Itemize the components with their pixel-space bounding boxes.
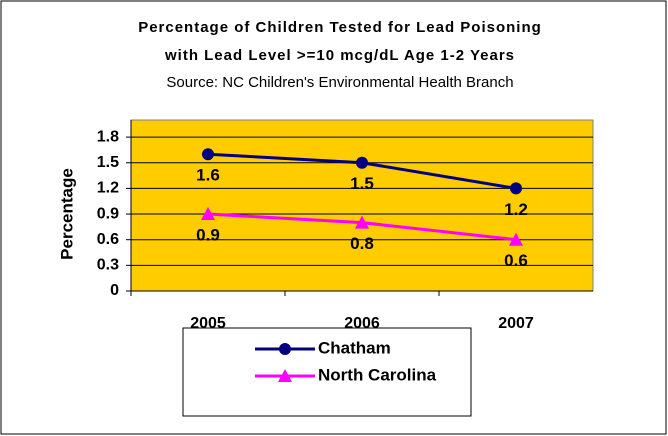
data-point: [510, 182, 522, 195]
x-tick-label: 2007: [498, 315, 534, 332]
legend-label: North Carolina: [318, 365, 437, 384]
data-point: [202, 148, 214, 161]
y-tick-label: 1.2: [97, 180, 119, 197]
y-tick-label: 1.8: [97, 128, 119, 145]
x-tick-label: 2006: [344, 315, 380, 332]
chart-title: Percentage of Children Tested for Lead P…: [138, 19, 542, 36]
chart-title: with Lead Level >=10 mcg/dL Age 1-2 Year…: [164, 47, 515, 64]
data-point: [201, 207, 215, 221]
y-tick-label: 1.5: [97, 154, 119, 171]
chart-subtitle: Source: NC Children's Environmental Heal…: [166, 74, 513, 91]
data-label: 1.6: [196, 166, 220, 185]
y-tick-label: 0.3: [97, 257, 119, 274]
legend-marker: [278, 369, 292, 382]
x-tick-label: 2005: [190, 315, 226, 332]
data-label: 1.5: [350, 174, 374, 193]
data-point: [509, 232, 523, 246]
data-label: 0.6: [504, 251, 528, 270]
y-tick-label: 0: [110, 282, 119, 299]
data-point: [355, 215, 369, 229]
y-axis-label: Percentage: [57, 168, 76, 260]
data-label: 0.9: [196, 226, 220, 245]
y-tick-label: 0.9: [97, 205, 119, 222]
data-label: 1.2: [504, 200, 528, 219]
legend-marker: [279, 343, 291, 355]
y-tick-label: 0.6: [97, 231, 119, 248]
data-label: 0.8: [350, 234, 374, 253]
legend-box: [182, 327, 472, 417]
legend-label: Chatham: [318, 338, 391, 357]
data-point: [356, 156, 368, 169]
